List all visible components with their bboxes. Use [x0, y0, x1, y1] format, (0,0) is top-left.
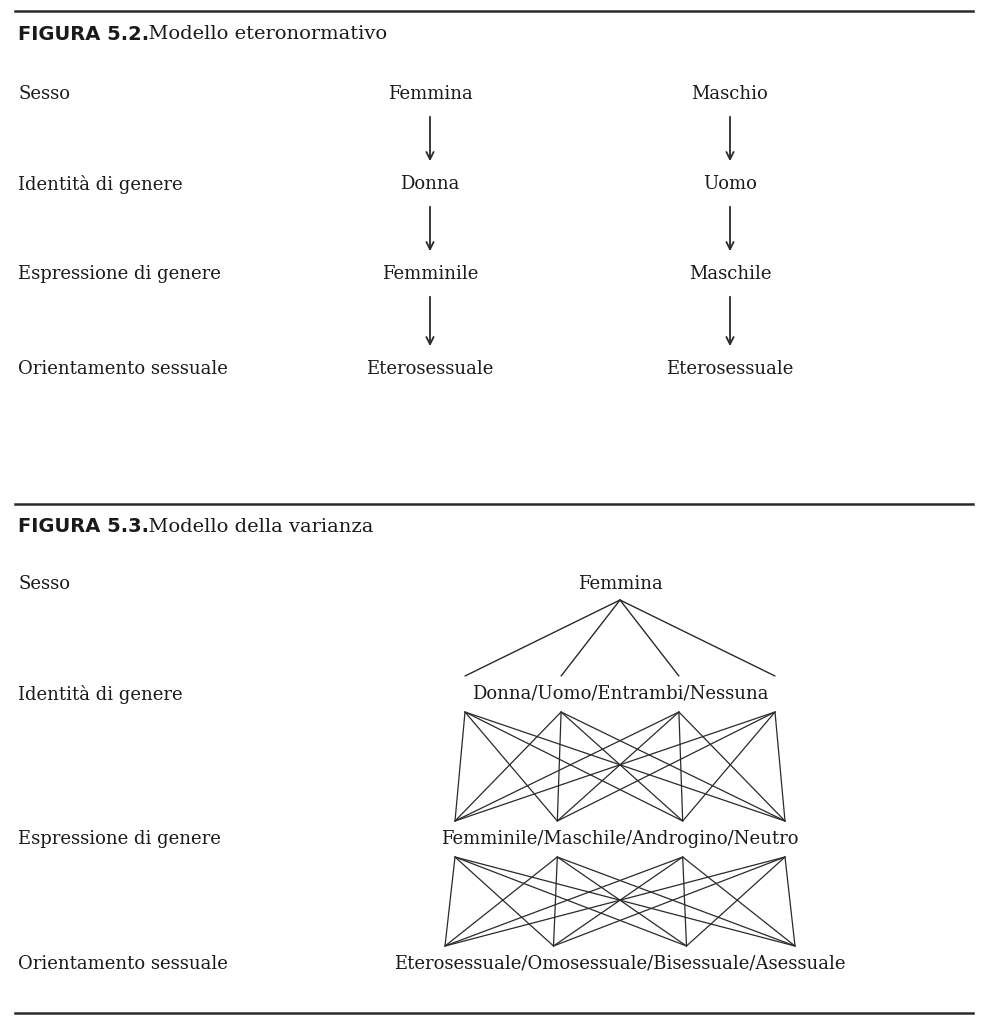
Text: Maschio: Maschio: [692, 85, 769, 103]
Text: FIGURA 5.2.: FIGURA 5.2.: [18, 25, 149, 43]
Text: Eterosessuale: Eterosessuale: [367, 360, 494, 378]
Text: Femmina: Femmina: [387, 85, 472, 103]
Text: Maschile: Maschile: [689, 265, 772, 283]
Text: Donna/Uomo/Entrambi/Nessuna: Donna/Uomo/Entrambi/Nessuna: [471, 685, 769, 703]
Text: Sesso: Sesso: [18, 575, 70, 593]
Text: Femmina: Femmina: [578, 575, 662, 593]
Text: Donna: Donna: [400, 175, 459, 193]
Text: Orientamento sessuale: Orientamento sessuale: [18, 360, 228, 378]
Text: Modello della varianza: Modello della varianza: [136, 518, 373, 536]
Text: Sesso: Sesso: [18, 85, 70, 103]
Text: Identità di genere: Identità di genere: [18, 684, 183, 703]
Text: Orientamento sessuale: Orientamento sessuale: [18, 955, 228, 973]
Text: Femminile/Maschile/Androgino/Neutro: Femminile/Maschile/Androgino/Neutro: [442, 830, 798, 848]
Text: Espressione di genere: Espressione di genere: [18, 830, 221, 848]
Text: Identità di genere: Identità di genere: [18, 174, 183, 194]
Text: FIGURA 5.3.: FIGURA 5.3.: [18, 517, 149, 537]
Text: Eterosessuale: Eterosessuale: [666, 360, 793, 378]
Text: Femminile: Femminile: [381, 265, 478, 283]
Text: Modello eteronormativo: Modello eteronormativo: [136, 25, 387, 43]
Text: Eterosessuale/Omosessuale/Bisessuale/Asessuale: Eterosessuale/Omosessuale/Bisessuale/Ase…: [394, 955, 846, 973]
Text: Espressione di genere: Espressione di genere: [18, 265, 221, 283]
Text: Uomo: Uomo: [703, 175, 757, 193]
